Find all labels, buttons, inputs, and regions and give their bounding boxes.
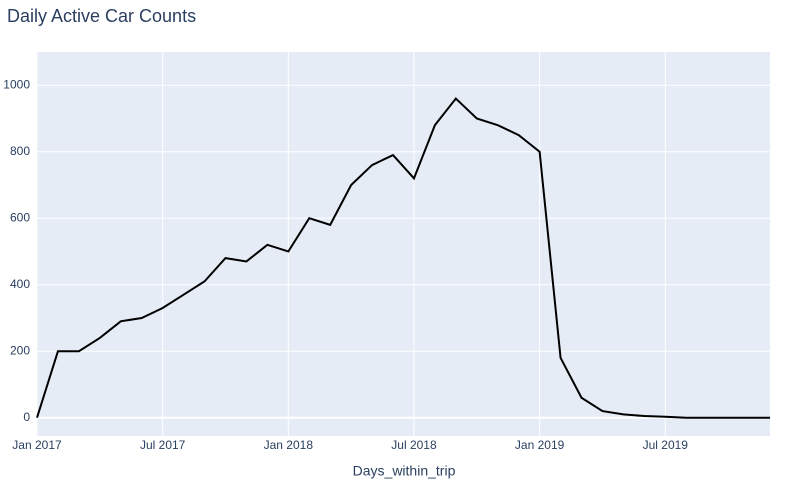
y-tick-label: 400 [10,277,30,291]
plot-area [37,52,770,436]
x-tick-label: Jan 2019 [515,438,565,452]
x-axis-label: Days_within_trip [353,463,456,479]
y-tick-label: 600 [10,210,30,224]
y-tick-label: 200 [10,343,30,357]
x-tick-label: Jul 2019 [643,438,689,452]
x-tick-label: Jan 2017 [12,438,62,452]
data-line [36,97,770,419]
chart-title: Daily Active Car Counts [7,6,196,26]
y-tick-label: 1000 [3,77,30,91]
y-tick-label: 0 [23,410,30,424]
x-tick-label: Jul 2017 [140,438,186,452]
x-tick-label: Jul 2018 [391,438,437,452]
x-tick-label: Jan 2018 [264,438,314,452]
y-tick-label: 800 [10,144,30,158]
